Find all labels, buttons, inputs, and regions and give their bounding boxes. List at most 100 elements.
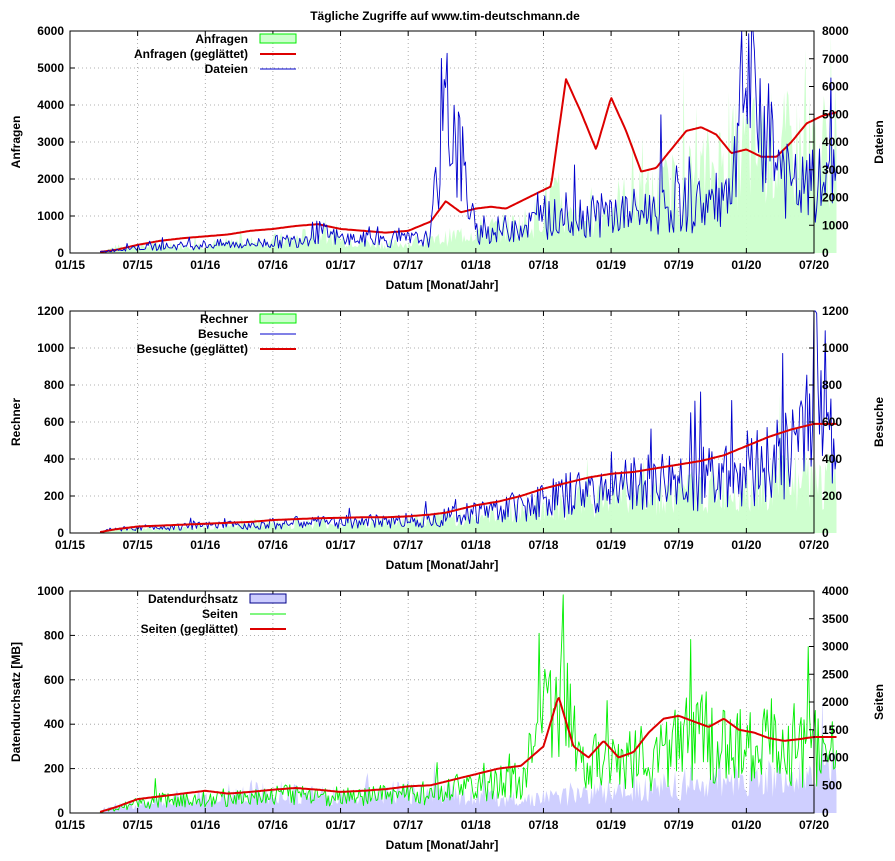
x-tick-label: 01/20 bbox=[731, 818, 761, 832]
legend-swatch-1 bbox=[259, 33, 297, 44]
y-tick-label: 600 bbox=[44, 673, 64, 687]
y-tick-label: 6000 bbox=[37, 24, 64, 38]
legend-label-2: Seiten bbox=[202, 607, 238, 621]
y-tick-label: 5000 bbox=[37, 61, 64, 75]
y2-tick-label: 3000 bbox=[822, 163, 849, 177]
y2-tick-label: 0 bbox=[822, 246, 829, 260]
series-line-2 bbox=[100, 310, 837, 533]
x-tick-label: 01/16 bbox=[190, 258, 220, 272]
y-tick-label: 400 bbox=[44, 717, 64, 731]
y-tick-label: 200 bbox=[44, 762, 64, 776]
chart-title: Tägliche Zugriffe auf www.tim-deutschman… bbox=[310, 9, 580, 23]
x-tick-label: 07/19 bbox=[664, 258, 694, 272]
x-axis-label: Datum [Monat/Jahr] bbox=[386, 838, 499, 852]
legend-label-3: Dateien bbox=[205, 62, 248, 76]
y-tick-label: 1200 bbox=[37, 304, 64, 318]
series-area-1 bbox=[100, 693, 837, 813]
x-tick-label: 01/18 bbox=[461, 818, 491, 832]
y2-tick-label: 800 bbox=[822, 378, 842, 392]
y-tick-label: 1000 bbox=[37, 209, 64, 223]
y-tick-label: 200 bbox=[44, 489, 64, 503]
x-tick-label: 01/18 bbox=[461, 258, 491, 272]
x-tick-label: 01/19 bbox=[596, 818, 626, 832]
x-tick-label: 07/15 bbox=[123, 258, 153, 272]
y2-tick-label: 2500 bbox=[822, 667, 849, 681]
y-tick-label: 0 bbox=[57, 246, 64, 260]
y-axis-label: Datendurchsatz [MB] bbox=[9, 642, 23, 762]
y2-tick-label: 5000 bbox=[822, 107, 849, 121]
legend-label-2: Besuche bbox=[198, 327, 248, 341]
x-tick-label: 07/16 bbox=[258, 538, 288, 552]
y2-tick-label: 2000 bbox=[822, 695, 849, 709]
y-tick-label: 800 bbox=[44, 628, 64, 642]
y2-tick-label: 1500 bbox=[822, 723, 849, 737]
y-tick-label: 4000 bbox=[37, 98, 64, 112]
y2-tick-label: 3000 bbox=[822, 640, 849, 654]
x-tick-label: 01/15 bbox=[55, 538, 85, 552]
y2-tick-label: 1000 bbox=[822, 218, 849, 232]
y2-tick-label: 4000 bbox=[822, 584, 849, 598]
panel-2 bbox=[69, 310, 837, 534]
y2-tick-label: 500 bbox=[822, 778, 842, 792]
y-tick-label: 1000 bbox=[37, 584, 64, 598]
x-tick-label: 01/15 bbox=[55, 258, 85, 272]
x-tick-label: 07/20 bbox=[799, 258, 829, 272]
x-tick-label: 01/20 bbox=[731, 538, 761, 552]
series-line-3 bbox=[99, 697, 837, 813]
x-tick-label: 01/18 bbox=[461, 538, 491, 552]
y2-tick-label: 4000 bbox=[822, 135, 849, 149]
x-tick-label: 07/16 bbox=[258, 258, 288, 272]
y2-tick-label: 6000 bbox=[822, 80, 849, 94]
y-axis-label: Anfragen bbox=[9, 116, 23, 169]
y-tick-label: 3000 bbox=[37, 135, 64, 149]
legend-label-1: Rechner bbox=[200, 312, 248, 326]
x-tick-label: 01/20 bbox=[731, 258, 761, 272]
legend-label-1: Anfragen bbox=[195, 32, 248, 46]
x-tick-label: 01/16 bbox=[190, 538, 220, 552]
x-axis-label: Datum [Monat/Jahr] bbox=[386, 278, 499, 292]
x-tick-label: 01/17 bbox=[326, 818, 356, 832]
y-tick-label: 800 bbox=[44, 378, 64, 392]
x-axis-label: Datum [Monat/Jahr] bbox=[386, 558, 499, 572]
y2-tick-label: 8000 bbox=[822, 24, 849, 38]
legend-label-3: Besuche (geglättet) bbox=[137, 342, 248, 356]
y2-tick-label: 7000 bbox=[822, 52, 849, 66]
y-tick-label: 600 bbox=[44, 415, 64, 429]
x-tick-label: 01/19 bbox=[596, 538, 626, 552]
legend-swatch-1 bbox=[259, 313, 297, 324]
y2-tick-label: 1200 bbox=[822, 304, 849, 318]
y-tick-label: 0 bbox=[57, 526, 64, 540]
x-tick-label: 01/15 bbox=[55, 818, 85, 832]
legend-swatch-1 bbox=[249, 593, 287, 604]
y-tick-label: 0 bbox=[57, 806, 64, 820]
y-tick-label: 400 bbox=[44, 452, 64, 466]
x-tick-label: 07/18 bbox=[528, 258, 558, 272]
panel-1 bbox=[69, 30, 837, 254]
series-line-3 bbox=[99, 422, 837, 534]
y2-tick-label: 3500 bbox=[822, 612, 849, 626]
x-tick-label: 07/20 bbox=[799, 538, 829, 552]
x-tick-label: 01/16 bbox=[190, 818, 220, 832]
x-tick-label: 07/17 bbox=[393, 818, 423, 832]
x-tick-label: 07/19 bbox=[664, 818, 694, 832]
series-line-3 bbox=[99, 30, 837, 253]
x-tick-label: 07/20 bbox=[799, 818, 829, 832]
y2-tick-label: 0 bbox=[822, 806, 829, 820]
y2-tick-label: 200 bbox=[822, 489, 842, 503]
y2-tick-label: 1000 bbox=[822, 751, 849, 765]
series-area-1 bbox=[100, 31, 837, 253]
legend-label-2: Anfragen (geglättet) bbox=[134, 47, 248, 61]
y-axis-label: Rechner bbox=[9, 398, 23, 446]
legend-label-3: Seiten (geglättet) bbox=[141, 622, 238, 636]
x-tick-label: 07/18 bbox=[528, 818, 558, 832]
y2-axis-label: Dateien bbox=[872, 120, 886, 163]
x-tick-label: 07/17 bbox=[393, 538, 423, 552]
y2-axis-label: Seiten bbox=[872, 684, 886, 720]
x-tick-label: 07/19 bbox=[664, 538, 694, 552]
y2-tick-label: 0 bbox=[822, 526, 829, 540]
x-tick-label: 07/17 bbox=[393, 258, 423, 272]
x-tick-label: 07/15 bbox=[123, 818, 153, 832]
x-tick-label: 01/17 bbox=[326, 538, 356, 552]
legend-label-1: Datendurchsatz bbox=[148, 592, 238, 606]
